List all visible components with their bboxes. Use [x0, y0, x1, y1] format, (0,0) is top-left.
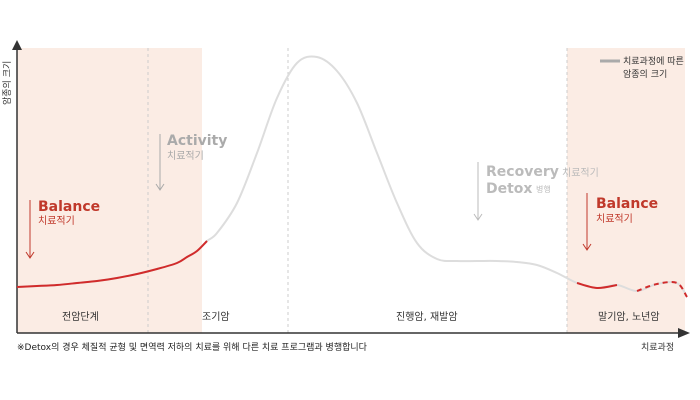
phase-title: Balance	[38, 199, 100, 215]
phase-activity: Activity 치료적기	[155, 133, 227, 191]
stage-label: 진행암, 재발암	[396, 311, 458, 323]
phase-marker-icon	[155, 134, 165, 191]
phase-subtitle: 치료적기	[596, 213, 633, 225]
y-axis-label: 암종의 크기	[1, 61, 13, 105]
late-phase-series-line	[576, 282, 618, 290]
footnote: ※Detox의 경우 체질적 균형 및 면역력 저하의 치료를 위해 다른 치료…	[17, 341, 368, 353]
phase-subtitle: 치료적기	[167, 150, 204, 162]
phase-subtitle: 치료적기	[38, 215, 75, 227]
early-phase-series-line	[16, 240, 208, 288]
phase-title: Recovery	[486, 164, 559, 180]
legend: 치료과정에 따른 암종의 크기	[600, 55, 684, 80]
stage-label: 조기암	[202, 311, 230, 323]
late-phase-projection-line	[636, 281, 688, 298]
y-axis-arrow-icon	[12, 40, 22, 50]
phase-marker-icon	[25, 200, 35, 259]
phase-marker-icon	[473, 162, 483, 221]
x-axis-arrow-icon	[678, 328, 690, 338]
phase-title-line2: Detox	[486, 181, 532, 197]
x-axis-label: 치료과정	[641, 341, 674, 353]
phase-recovery-detox: Recovery 치료적기 Detox 병행	[473, 162, 599, 221]
phase-subtitle: 치료적기	[562, 167, 599, 179]
stage-label: 말기암, 노년암	[598, 311, 660, 323]
phase-title: Activity	[167, 133, 227, 149]
phase-suffix: 병행	[536, 184, 551, 194]
phase-marker-icon	[582, 193, 592, 251]
phase-balance-early: Balance 치료적기	[25, 199, 100, 259]
legend-label-line1: 치료과정에 따른	[623, 55, 684, 67]
legend-label-line2: 암종의 크기	[623, 68, 667, 80]
phase-balance-late: Balance 치료적기	[582, 193, 658, 251]
phase-title: Balance	[596, 196, 658, 212]
early-phase-band	[17, 48, 202, 333]
stage-label: 전암단계	[62, 311, 99, 323]
late-phase-band	[567, 48, 685, 333]
